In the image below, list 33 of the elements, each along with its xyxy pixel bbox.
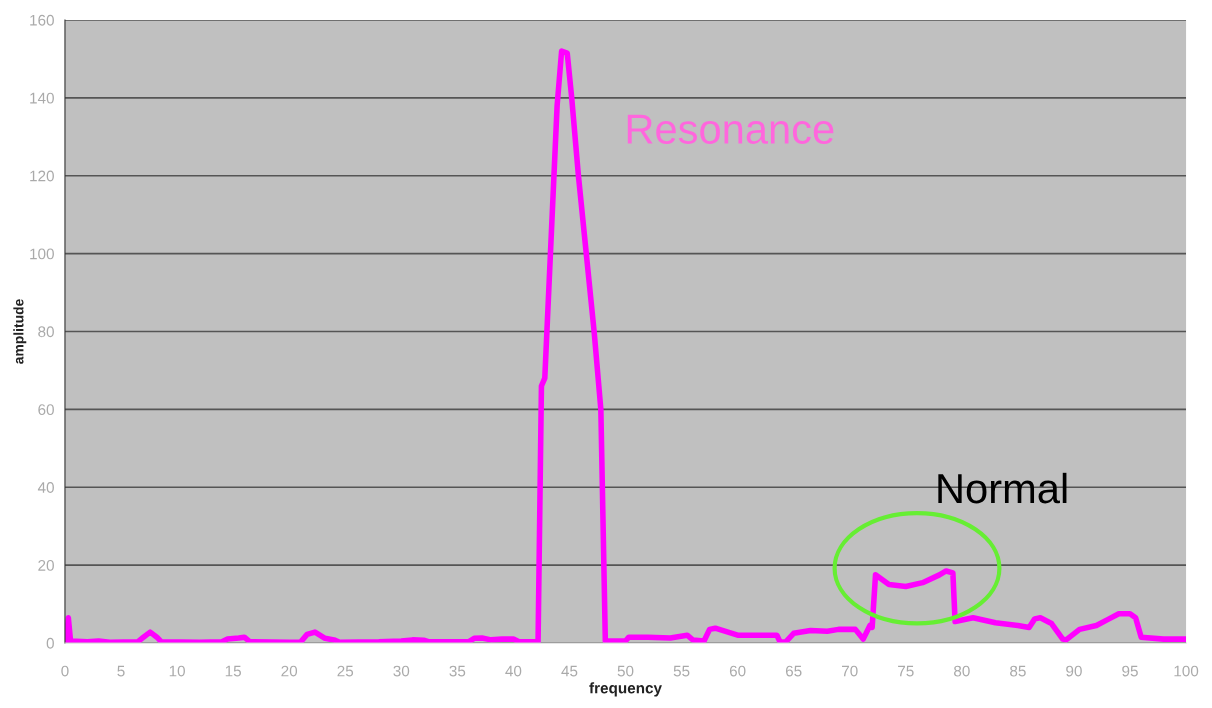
y-tick-label: 160 [30,14,54,26]
x-tick-label: 75 [898,665,914,677]
x-tick-label: 10 [169,665,185,677]
y-tick-label: 60 [38,404,54,416]
x-tick-label: 30 [393,665,410,677]
y-tick-label: 20 [38,559,54,571]
x-tick-label: 100 [1174,665,1199,677]
x-tick-label: 70 [842,665,858,677]
x-tick-label: 15 [225,665,241,677]
y-tick-label: 120 [30,170,54,182]
x-tick-label: 60 [729,665,746,677]
y-tick-label: 140 [30,92,54,104]
y-tick-label: 100 [30,248,54,260]
x-tick-label: 55 [673,665,690,677]
x-tick-label: 20 [281,665,298,677]
annotation: Resonance [627,114,834,144]
x-tick-label: 65 [785,665,802,677]
y-axis-title: amplitude [13,299,27,364]
x-tick-label: 25 [337,665,354,677]
y-tick-label: 40 [37,482,54,493]
y-tick-label: 0 [46,637,54,649]
x-tick-label: 45 [561,665,578,677]
x-tick-label: 0 [61,665,69,677]
x-tick-label: 80 [954,665,970,677]
x-tick-label: 85 [1010,665,1026,677]
x-tick-label: 50 [617,665,634,677]
x-tick-label: 95 [1122,665,1138,677]
y-tick-label: 80 [38,326,54,338]
x-tick-label: 35 [449,665,466,677]
x-axis-title: frequency [589,682,662,697]
x-tick-label: 5 [117,665,125,677]
x-tick-label: 40 [505,665,522,677]
x-tick-label: 90 [1066,665,1082,677]
